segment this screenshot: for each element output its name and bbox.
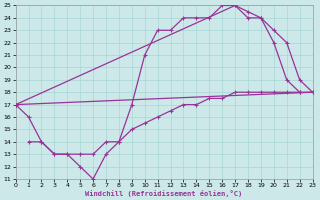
X-axis label: Windchill (Refroidissement éolien,°C): Windchill (Refroidissement éolien,°C) — [85, 190, 243, 197]
